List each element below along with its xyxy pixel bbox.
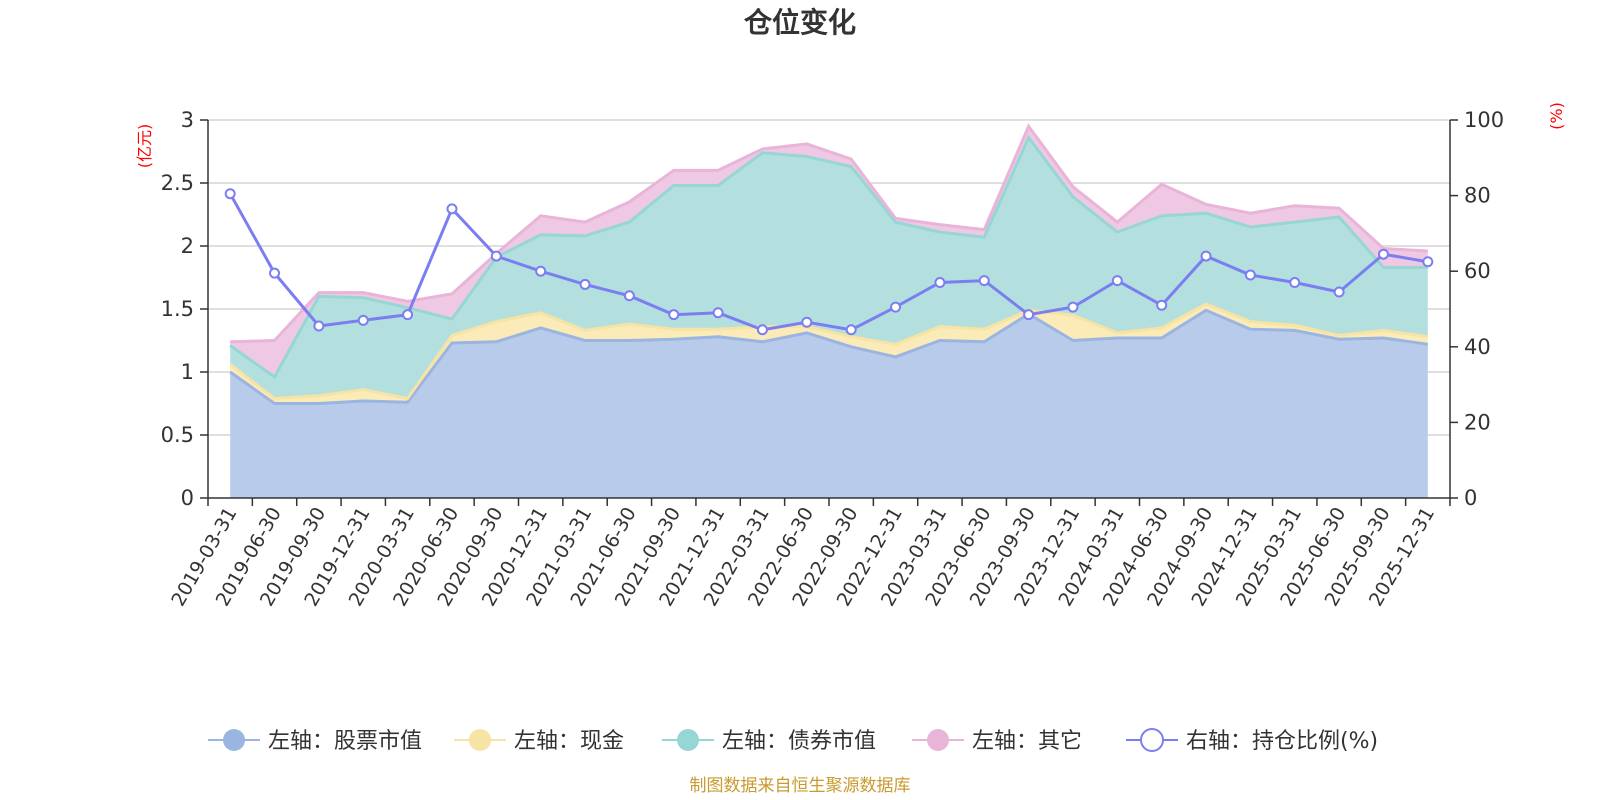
legend-label: 左轴：股票市值 — [268, 729, 422, 754]
left-axis-tick-label: 1.5 — [161, 297, 194, 321]
right-axis-tick-label: 60 — [1464, 259, 1491, 283]
left-axis-tick-label: 0 — [181, 486, 194, 510]
ratio-line — [228, 192, 1429, 332]
left-axis-tick-label: 2.5 — [161, 171, 194, 195]
ratio-point — [1156, 299, 1168, 311]
legend-item: 左轴：现金 — [454, 729, 624, 754]
ratio-point — [535, 265, 547, 277]
legend: 左轴：股票市值 左轴：现金 左轴：债券市值 左轴：其它 右轴：持仓比例(%) — [208, 728, 1378, 754]
ratio-point — [1333, 286, 1345, 298]
ratio-point — [402, 309, 414, 321]
ratio-point — [1244, 269, 1256, 281]
ratio-point — [490, 250, 502, 262]
ratio-point — [668, 309, 680, 321]
legend-label: 左轴：现金 — [514, 729, 624, 754]
area-series — [230, 137, 1428, 399]
area-series-line — [230, 123, 1428, 344]
right-axis-tick-label: 20 — [1464, 410, 1491, 434]
ratio-point — [1023, 309, 1035, 321]
ratio-point — [1289, 277, 1301, 289]
ratio-point — [1111, 275, 1123, 287]
left-axis-unit: (亿元) — [135, 124, 154, 169]
right-axis-tick-label: 100 — [1464, 108, 1504, 132]
area-series-line — [229, 134, 1428, 380]
ratio-point — [978, 275, 990, 287]
left-axis-tick-label: 1 — [181, 360, 194, 384]
legend-marker — [469, 729, 491, 751]
legend-label: 左轴：债券市值 — [722, 729, 876, 754]
ratio-point — [1067, 301, 1079, 313]
legend-item: 左轴：股票市值 — [208, 729, 422, 754]
ratio-point — [801, 316, 813, 328]
data-source-note: 制图数据来自恒生聚源数据库 — [690, 776, 911, 796]
ratio-point — [357, 314, 369, 326]
legend-marker — [927, 729, 949, 751]
ratio-point — [1377, 248, 1389, 260]
ratio-point — [269, 267, 281, 279]
legend-label: 右轴：持仓比例(%) — [1186, 729, 1378, 754]
area-series — [230, 304, 1428, 404]
ratio-point — [845, 324, 857, 336]
legend-marker — [1140, 728, 1164, 752]
right-axis-tick-label: 80 — [1464, 184, 1491, 208]
ratio-point — [890, 301, 902, 313]
right-axis-tick-label: 40 — [1464, 335, 1491, 359]
right-axis-tick-label: 0 — [1464, 486, 1477, 510]
ratio-point — [623, 290, 635, 302]
legend-marker — [677, 729, 699, 751]
ratio-point — [1200, 250, 1212, 262]
ratio-point — [579, 278, 591, 290]
holding-ratio-series — [224, 188, 1434, 336]
ratio-point — [756, 324, 768, 336]
area-series — [230, 310, 1428, 498]
stacked-areas — [229, 123, 1429, 498]
area-series-line — [229, 308, 1429, 405]
legend-item: 左轴：其它 — [912, 729, 1082, 754]
left-axis-tick-label: 0.5 — [161, 423, 194, 447]
left-axis-tick-label: 3 — [181, 108, 194, 132]
ratio-point — [712, 307, 724, 319]
legend-item: 右轴：持仓比例(%) — [1126, 728, 1378, 754]
ratio-point — [446, 203, 458, 215]
legend-label: 左轴：其它 — [972, 729, 1082, 754]
right-axis-unit: (%) — [1547, 102, 1566, 130]
area-series-line — [229, 302, 1429, 401]
legend-marker — [223, 729, 245, 751]
chart-title: 仓位变化 — [744, 6, 856, 39]
ratio-point — [1422, 256, 1434, 268]
ratio-point — [224, 188, 236, 200]
ratio-point — [313, 320, 325, 332]
ratio-point — [934, 277, 946, 289]
left-axis-tick-label: 2 — [181, 234, 194, 258]
legend-item: 左轴：债券市值 — [662, 729, 876, 754]
